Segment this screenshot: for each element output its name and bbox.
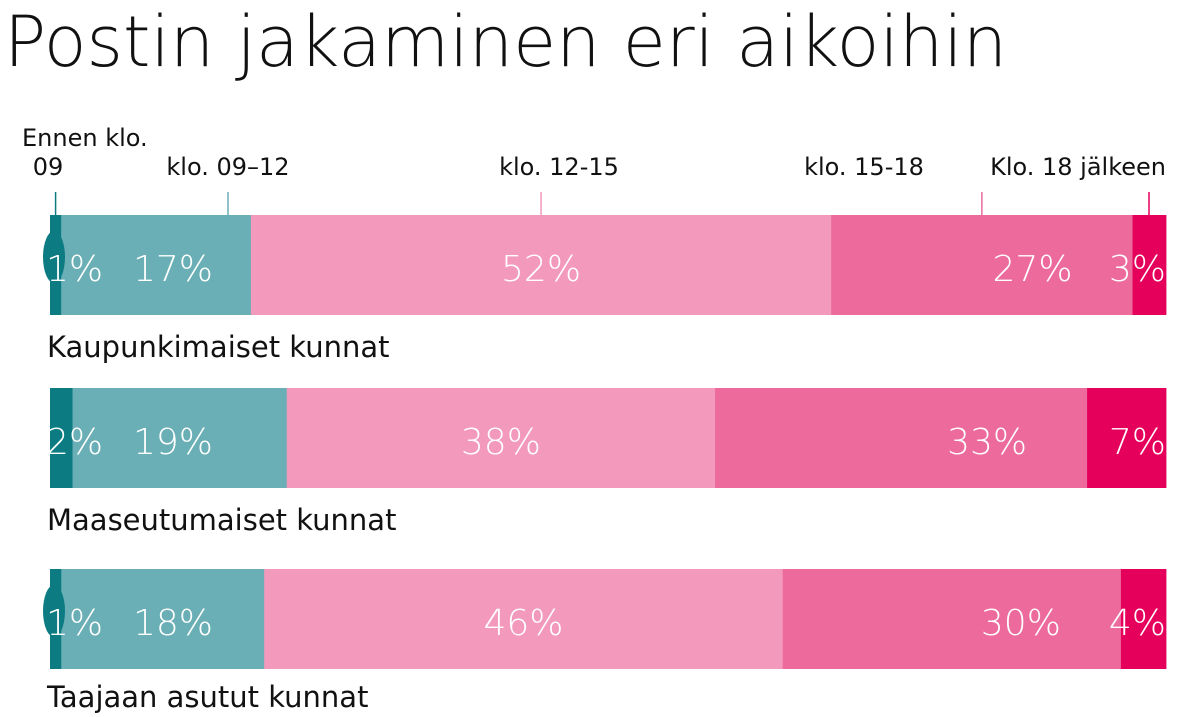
bar-row: 1% 18% 46% 30% 4% Taajaan asutut kunnat [43, 569, 1167, 714]
category-label: Kaupunkimaiset kunnat [47, 330, 389, 364]
bar-segment [61, 215, 252, 315]
bar-segment [61, 569, 265, 669]
value-label: 2% [46, 422, 103, 463]
category-label: Maaseutumaiset kunnat [47, 503, 396, 537]
legend-label: Ennen klo. [22, 124, 148, 152]
value-label: 4% [1109, 603, 1166, 644]
bar-row: 1% 17% 52% 27% 3% Kaupunkimaiset kunnat [43, 215, 1167, 364]
value-label: 17% [133, 249, 213, 290]
chart-title: Postin jakaminen eri aikoihin [4, 1, 1007, 83]
bar-row: 2% 19% 38% 33% 7% Maaseutumaiset kunnat [46, 388, 1167, 537]
value-label: 38% [461, 422, 541, 463]
small-value-marker [43, 231, 65, 283]
bar-segment [1087, 388, 1167, 488]
value-label: 33% [947, 422, 1027, 463]
value-label: 18% [133, 603, 213, 644]
bar-segment [831, 215, 1133, 315]
legend-label: klo. 09–12 [166, 153, 289, 181]
value-label: 30% [981, 603, 1061, 644]
bar-segment [1132, 215, 1167, 315]
legend-label: Klo. 18 jälkeen [990, 153, 1166, 181]
value-label: 7% [1109, 422, 1166, 463]
category-label: Taajaan asutut kunnat [46, 680, 368, 714]
bar-rows: 1% 17% 52% 27% 3% Kaupunkimaiset kunnat 2% 19% 3… [43, 215, 1167, 714]
value-label: 1% [46, 603, 103, 644]
bar-segment [286, 388, 716, 488]
value-label: 46% [483, 603, 563, 644]
value-label: 3% [1109, 249, 1166, 290]
small-value-marker [43, 585, 65, 637]
bar-segment [72, 388, 288, 488]
bar-segment [782, 569, 1122, 669]
legend: Ennen klo.09 klo. 09–12 klo. 12-15 klo. 15-… [22, 124, 1166, 215]
value-label: 19% [133, 422, 213, 463]
bar-segment [264, 569, 784, 669]
bar-segment [250, 215, 832, 315]
legend-label: klo. 15-18 [804, 153, 924, 181]
bar-segment [50, 388, 73, 488]
bar-segment [1120, 569, 1167, 669]
legend-label: 09 [33, 153, 64, 181]
legend-label: klo. 12-15 [499, 153, 619, 181]
value-label: 52% [501, 249, 581, 290]
bar-segment [715, 388, 1088, 488]
value-label: 27% [993, 249, 1073, 290]
value-label: 1% [46, 249, 103, 290]
